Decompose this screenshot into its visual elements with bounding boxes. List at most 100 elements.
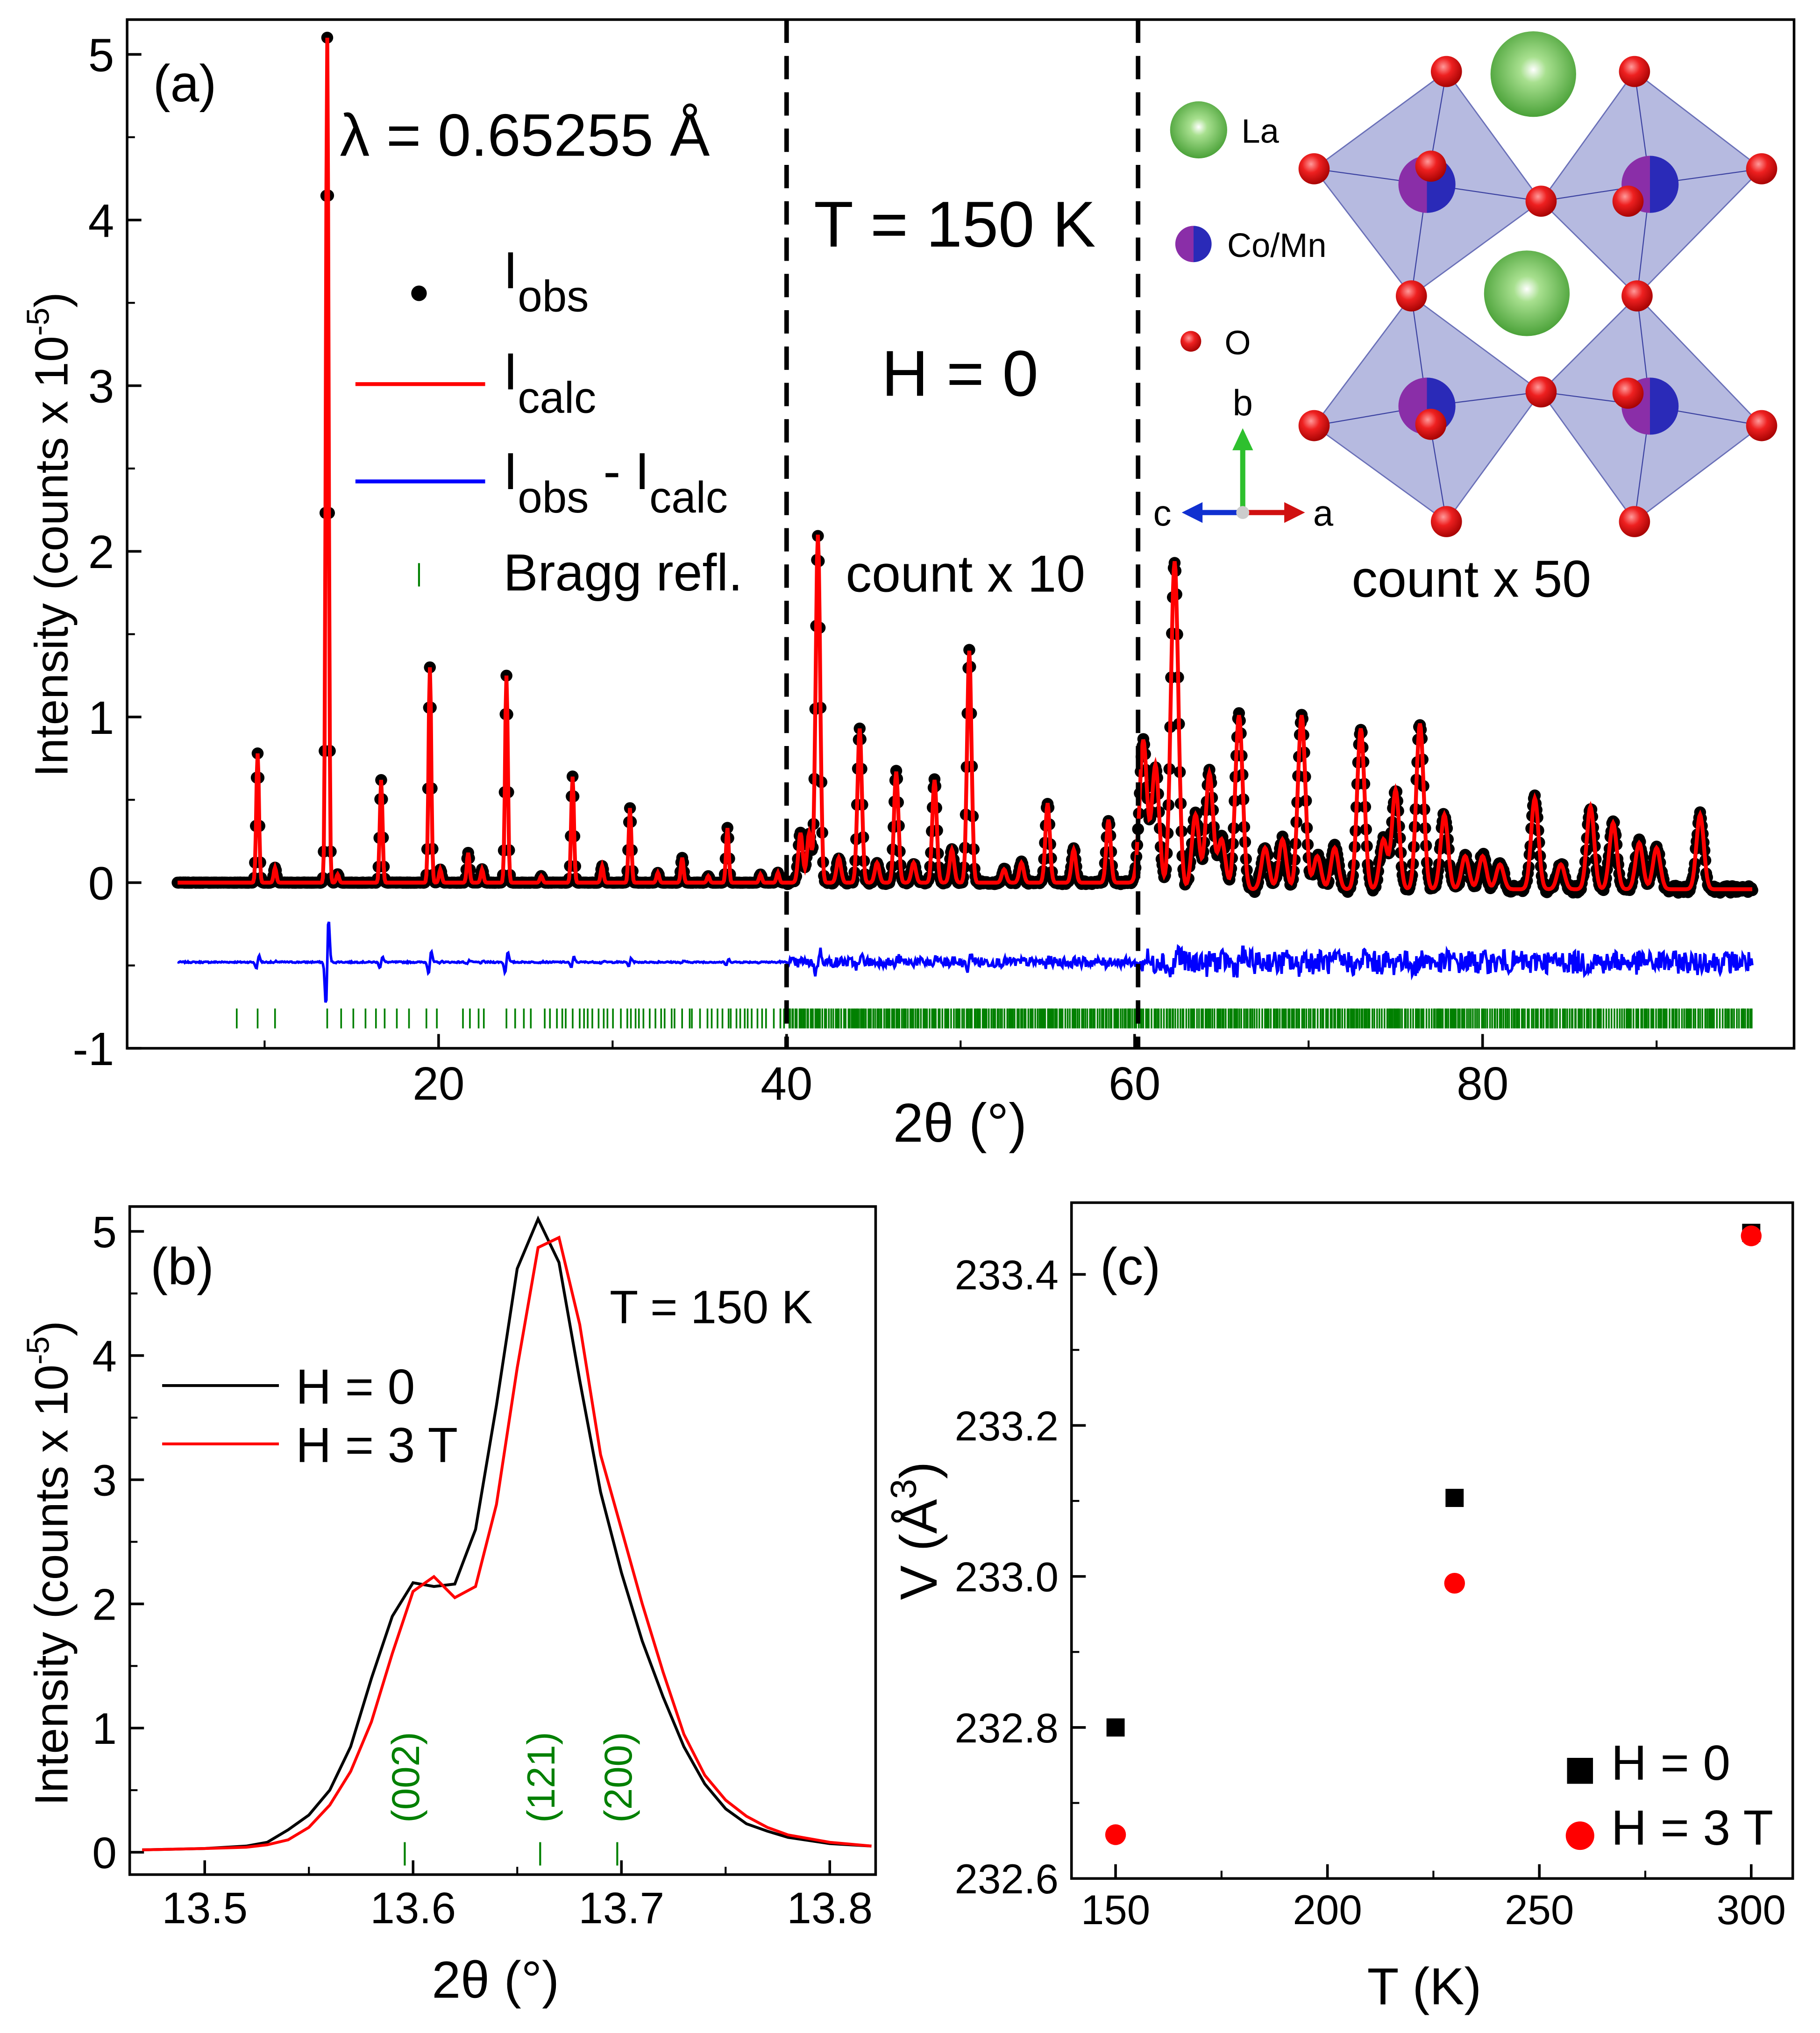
legend-marker-obs <box>411 285 427 301</box>
oxygen-atom <box>1746 153 1777 185</box>
oxygen-atom <box>1415 409 1447 440</box>
y-tick-label: 2 <box>92 1580 117 1629</box>
data-point-h0 <box>1445 1489 1464 1507</box>
bragg-reflection-ticks <box>235 1008 1753 1029</box>
axis-a-label: a <box>1313 493 1334 533</box>
x-tick-label: 40 <box>761 1058 812 1110</box>
legend-o-label: O <box>1224 324 1251 362</box>
oxygen-atom <box>1619 56 1650 87</box>
y-tick-label: 3 <box>88 361 114 413</box>
temperature-annotation: T = 150 K <box>610 1282 812 1334</box>
data-point-h3t <box>1444 1572 1465 1594</box>
reflection-label: (121) <box>519 1732 563 1822</box>
oxygen-atom <box>1298 410 1330 441</box>
oxygen-atom <box>1746 410 1777 441</box>
y-tick-label: 5 <box>88 29 114 81</box>
legend-entry: Iobs <box>503 241 589 321</box>
y-axis-label: Intensity (counts x 10-5) <box>20 1321 78 1806</box>
y-tick-label: 2 <box>88 526 114 578</box>
oxygen-atom <box>1612 185 1644 217</box>
plot-frame <box>128 1205 877 1876</box>
x-tick-label: 200 <box>1293 1887 1362 1933</box>
plot-frame <box>1070 1201 1794 1880</box>
x-tick-label: 250 <box>1505 1887 1574 1933</box>
difference-curve <box>177 921 1754 1003</box>
y-axis-label: Intensity (counts x 10-5) <box>20 292 78 777</box>
legend-entry: Iobs - Icalc <box>503 442 728 522</box>
panel-c-volume-vs-temperature: 150 200 250 300 232.6 232.8 233.0 233.2 233.4 (c)… <box>883 1201 1794 2016</box>
panel-label: (b) <box>150 1237 214 1295</box>
panel-b-peak-zoom: 13.5 13.6 13.7 13.8 0 1 2 3 4 5 (002) (121) (200) (b)… <box>20 1205 877 2009</box>
panel-a-powder-diffraction: 20 40 60 80 -1 0 1 2 3 4 5 (a) 2θ (°) Intensity (coun… <box>20 18 1796 1153</box>
axis-b-label: b <box>1233 383 1253 423</box>
scale-annotation-region-3: count x 50 <box>1352 550 1591 608</box>
legend-label: H = 3 T <box>296 1418 458 1473</box>
legend-co-mn-label: Co/Mn <box>1227 227 1327 264</box>
legend-entry: Bragg refl. <box>503 543 742 602</box>
observed-point <box>1746 884 1758 896</box>
calculated-curve <box>178 37 1753 891</box>
observed-point <box>566 770 579 782</box>
x-tick-label: 13.5 <box>162 1884 248 1933</box>
series-line-h3t <box>142 1235 872 1851</box>
legend-label: H = 0 <box>1611 1735 1730 1791</box>
y-tick-label: 1 <box>88 692 114 744</box>
y-tick-label: 4 <box>88 195 114 247</box>
oxygen-atom <box>1395 280 1427 312</box>
crystal-structure-inset: La Co/Mn Ob c a <box>1153 31 1777 537</box>
data-point-h0 <box>1106 1718 1125 1737</box>
y-tick-label: 232.6 <box>955 1856 1059 1902</box>
axis-c-label: c <box>1153 493 1172 533</box>
y-tick-label: 0 <box>88 858 114 910</box>
y-tick-label: 233.4 <box>955 1252 1059 1298</box>
axis-b-arrowhead <box>1232 428 1253 450</box>
wavelength-annotation: λ = 0.65255 Å <box>340 102 710 169</box>
oxygen-atom <box>1430 506 1462 537</box>
x-tick-label: 20 <box>412 1058 464 1110</box>
oxygen-atom <box>1612 377 1644 409</box>
panel-label: (a) <box>153 54 217 113</box>
oxygen-atom <box>1298 153 1330 185</box>
oxygen-atom <box>1619 506 1650 537</box>
oxygen-atom <box>1415 150 1447 182</box>
axis-origin <box>1236 506 1250 519</box>
la-atom <box>1490 31 1576 117</box>
y-tick-label: 232.8 <box>955 1705 1059 1751</box>
x-tick-label: 13.7 <box>578 1884 664 1933</box>
y-tick-label: 0 <box>92 1829 117 1878</box>
temperature-annotation: T = 150 K <box>814 188 1095 261</box>
reflection-label: (200) <box>597 1732 640 1822</box>
legend-co-mn-sphere <box>1175 226 1212 263</box>
y-tick-label: 3 <box>92 1457 117 1506</box>
axis-c-arrowhead <box>1181 502 1203 523</box>
reflection-label: (002) <box>384 1732 427 1822</box>
x-axis-label: 2θ (°) <box>893 1092 1027 1153</box>
legend-la-sphere <box>1170 101 1227 159</box>
series-line-h0 <box>142 1216 872 1851</box>
data-point-h3t <box>1741 1225 1762 1246</box>
legend-o-sphere <box>1180 331 1201 352</box>
x-tick-label: 150 <box>1081 1887 1150 1933</box>
oxygen-atom <box>1525 185 1557 217</box>
oxygen-atom <box>1430 56 1462 87</box>
x-tick-label: 60 <box>1109 1058 1160 1110</box>
legend-label: H = 3 T <box>1611 1800 1773 1855</box>
x-tick-label: 13.6 <box>370 1884 456 1933</box>
axis-a-arrowhead <box>1284 502 1305 523</box>
legend-label: H = 0 <box>296 1359 415 1415</box>
field-annotation: H = 0 <box>882 337 1038 410</box>
legend: Iobs Icalc Iobs - Icalc Bragg refl. <box>355 241 743 602</box>
legend-la-label: La <box>1241 113 1279 150</box>
oxygen-atom <box>1525 376 1557 408</box>
x-tick-label: 80 <box>1457 1058 1508 1110</box>
observed-point <box>721 822 733 834</box>
x-tick-label: 13.8 <box>787 1884 873 1933</box>
y-tick-label: 233.0 <box>955 1554 1059 1600</box>
panel-label: (c) <box>1100 1237 1161 1295</box>
x-axis-label: 2θ (°) <box>432 1951 559 2009</box>
y-tick-label: 4 <box>92 1332 117 1381</box>
y-axis-label: V (Å3) <box>883 1462 947 1600</box>
legend-marker-circle <box>1565 1821 1594 1850</box>
legend-marker-square <box>1567 1758 1593 1784</box>
